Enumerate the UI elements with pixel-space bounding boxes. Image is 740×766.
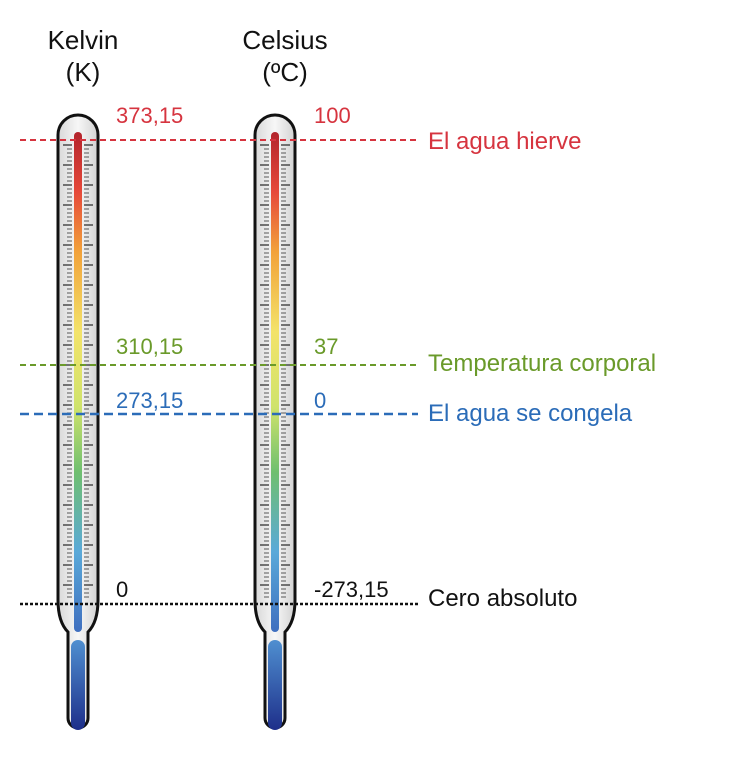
celsius-header: Celsius (ºC)	[225, 24, 345, 88]
kelvin-bulb	[71, 640, 85, 730]
celsius-value-freezing: 0	[314, 388, 327, 413]
kelvin-thermometer	[56, 113, 100, 730]
celsius-value-body: 37	[314, 334, 339, 359]
label-absolute-zero: Cero absoluto	[428, 585, 578, 612]
celsius-bulb	[268, 640, 282, 730]
label-freezing: El agua se congela	[428, 400, 633, 427]
celsius-value-absolute-zero: -273,15	[314, 577, 389, 602]
label-body-temperature: Temperatura corporal	[428, 350, 657, 377]
celsius-title: Celsius	[242, 25, 328, 55]
kelvin-title: Kelvin	[47, 25, 119, 55]
kelvin-header: Kelvin (K)	[28, 24, 138, 88]
celsius-unit: (ºC)	[262, 57, 308, 87]
kelvin-value-boiling: 373,15	[116, 103, 184, 128]
kelvin-mercury-column	[74, 132, 82, 632]
kelvin-value-absolute-zero: 0	[116, 577, 129, 602]
celsius-scale-ticks	[260, 144, 290, 598]
celsius-mercury-column	[271, 132, 279, 632]
celsius-thermometer	[253, 113, 297, 730]
kelvin-value-freezing: 273,15	[116, 388, 184, 413]
celsius-value-boiling: 100	[314, 103, 351, 128]
label-boiling: El agua hierve	[428, 128, 582, 155]
kelvin-unit: (K)	[65, 57, 101, 87]
kelvin-value-body: 310,15	[116, 334, 184, 359]
